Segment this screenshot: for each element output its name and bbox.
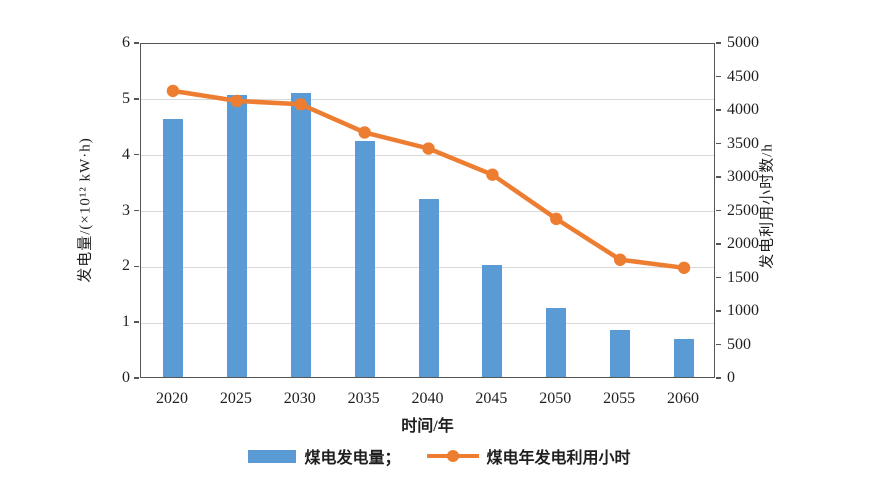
- right-axis-tick-label: 1000: [727, 302, 759, 319]
- x-tick-label-2030: 2030: [283, 390, 316, 407]
- left-axis-tick: [134, 265, 139, 268]
- right-axis-tick: [716, 176, 721, 178]
- marker-2050: [550, 212, 563, 226]
- bar-2020: [162, 118, 183, 377]
- line-series: [166, 84, 691, 274]
- left-axis-tick: [134, 321, 139, 323]
- bar-2035: [354, 141, 375, 377]
- gridline: [141, 99, 714, 101]
- left-axis-tick-label: 4: [122, 145, 130, 163]
- marker-2030: [294, 98, 307, 111]
- line-series-swatch: [426, 449, 479, 463]
- bar-2040: [418, 198, 439, 377]
- circle-marker-icon: [446, 450, 459, 462]
- x-axis-title: 时间/年: [401, 418, 454, 435]
- legend-item-line: 煤电年发电利用小时: [426, 444, 631, 468]
- left-axis-tick-label: 0: [122, 369, 130, 386]
- bar-2055: [610, 330, 631, 377]
- x-tick-label-2035: 2035: [347, 390, 380, 407]
- legend: 煤电发电量； 煤电年发电利用小时: [0, 444, 879, 468]
- right-axis-tick-label: 3500: [727, 134, 759, 152]
- marker-2025: [230, 94, 244, 108]
- left-axis-tick-label: 3: [122, 201, 130, 219]
- right-axis-tick: [716, 310, 721, 312]
- x-tick-label-2025: 2025: [219, 390, 252, 407]
- x-tick-label-2055: 2055: [603, 390, 636, 407]
- right-axis-tick-label: 2500: [727, 201, 759, 219]
- right-axis-tick-label: 5000: [727, 34, 759, 51]
- marker-2035: [358, 126, 371, 139]
- left-axis-tick-label: 6: [122, 34, 130, 51]
- x-tick-label-2060: 2060: [667, 390, 700, 407]
- left-axis-tick-label: 5: [122, 89, 130, 107]
- gridline: [141, 155, 714, 157]
- left-axis-tick-label: 1: [122, 313, 130, 331]
- marker-2055: [613, 253, 627, 266]
- right-axis-tick: [716, 42, 721, 44]
- left-axis-tick: [134, 209, 139, 212]
- right-axis-tick-label: 4500: [727, 67, 759, 85]
- plot-area: [140, 43, 715, 378]
- bar-2060: [674, 339, 695, 377]
- marker-2020: [166, 84, 180, 98]
- marker-2040: [422, 142, 435, 155]
- right-axis-tick: [716, 209, 721, 212]
- right-axis-tick-label: 4000: [727, 101, 759, 118]
- legend-bar-label: 煤电发电量；: [304, 450, 401, 467]
- right-axis-tick: [716, 142, 721, 145]
- x-tick-label-2020: 2020: [155, 390, 188, 407]
- legend-item-bar: 煤电发电量；: [248, 444, 401, 468]
- right-axis-tick: [716, 377, 721, 379]
- right-axis-tick: [716, 243, 721, 245]
- bar-2030: [290, 93, 311, 377]
- bar-2050: [546, 307, 567, 377]
- marker-2060: [677, 261, 691, 274]
- right-axis-tick-label: 2000: [727, 235, 759, 252]
- right-axis-tick-label: 500: [727, 335, 751, 353]
- right-axis-tick: [716, 75, 721, 78]
- left-axis-tick: [134, 98, 139, 100]
- bar-2045: [482, 265, 503, 377]
- right-axis-tick: [716, 343, 721, 346]
- x-tick-label-2040: 2040: [411, 390, 444, 407]
- bar-series-swatch: [248, 449, 297, 463]
- x-tick-label-2050: 2050: [539, 390, 572, 407]
- left-axis-tick-label: 2: [122, 257, 130, 275]
- left-axis-tick: [134, 153, 139, 156]
- right-axis-tick: [716, 276, 721, 279]
- legend-line-label: 煤电年发电利用小时: [486, 450, 631, 467]
- right-axis-tick-label: 3000: [727, 168, 759, 185]
- right-axis-tick-label: 0: [727, 369, 735, 386]
- bar-2025: [226, 95, 247, 377]
- left-axis-tick: [134, 42, 139, 44]
- right-axis-tick-label: 1500: [727, 268, 759, 286]
- x-tick-label-2045: 2045: [475, 390, 508, 407]
- right-axis-tick: [716, 109, 721, 111]
- marker-2045: [486, 168, 499, 181]
- left-axis-tick: [134, 377, 139, 379]
